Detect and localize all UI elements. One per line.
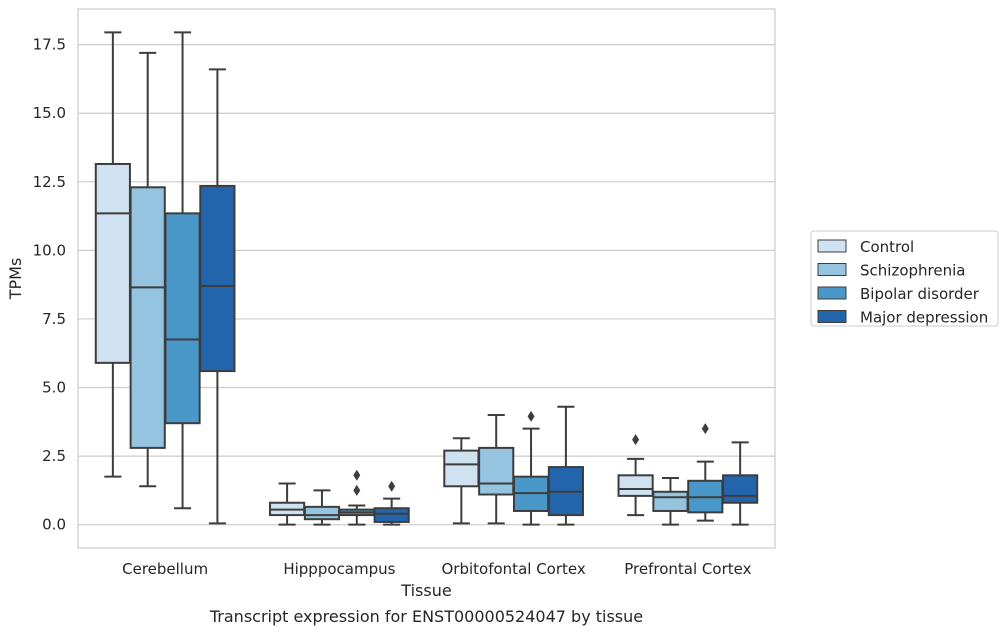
outlier-point bbox=[701, 423, 709, 435]
box-bipolar-disorder bbox=[512, 410, 550, 526]
y-tick-label: 12.5 bbox=[33, 173, 66, 191]
box-major-depression bbox=[547, 405, 584, 526]
box-bipolar-disorder bbox=[687, 423, 724, 522]
box-bipolar-disorder bbox=[338, 469, 375, 526]
box-iqr bbox=[164, 212, 201, 425]
y-tick-label: 0.0 bbox=[42, 516, 66, 534]
box-schizophrenia bbox=[652, 477, 689, 526]
box-control bbox=[94, 31, 131, 478]
box-schizophrenia bbox=[478, 413, 515, 525]
box-iqr bbox=[129, 186, 166, 449]
legend-swatch bbox=[817, 239, 847, 253]
x-tick-label: Prefrontal Cortex bbox=[624, 560, 751, 578]
legend-frame bbox=[810, 230, 999, 327]
outlier-point bbox=[632, 434, 640, 446]
legend-swatch bbox=[817, 263, 847, 276]
y-tick-label: 10.0 bbox=[33, 241, 66, 259]
box-iqr bbox=[373, 507, 410, 523]
box-iqr bbox=[617, 474, 654, 497]
box-iqr bbox=[443, 449, 480, 488]
legend-label: Control bbox=[860, 238, 914, 256]
box-iqr bbox=[94, 162, 131, 364]
y-ticks: 0.0 2.5 5.0 7.5 10.0 12.5 15.0 17.5 bbox=[33, 36, 66, 534]
y-tick-label: 2.5 bbox=[42, 447, 66, 465]
box-iqr bbox=[652, 490, 689, 512]
legend-swatch bbox=[817, 310, 847, 323]
box-bipolar-disorder bbox=[164, 31, 201, 510]
y-tick-label: 5.0 bbox=[42, 379, 66, 397]
box-major-depression bbox=[722, 441, 759, 526]
box-control bbox=[269, 482, 306, 526]
y-tick-label: 15.0 bbox=[33, 104, 66, 122]
y-tick-label: 17.5 bbox=[33, 36, 66, 54]
legend-label: Major depression bbox=[860, 309, 988, 327]
box-iqr bbox=[478, 446, 515, 496]
legend-label: Schizophrenia bbox=[860, 262, 965, 280]
box-control bbox=[443, 437, 480, 525]
box-layer bbox=[94, 31, 759, 526]
outlier-point bbox=[353, 484, 361, 496]
box-schizophrenia bbox=[303, 489, 341, 526]
y-axis-label: TPMs bbox=[6, 258, 25, 301]
box-control bbox=[617, 434, 654, 517]
outlier-point bbox=[388, 480, 396, 492]
x-axis-label: Tissue bbox=[400, 581, 451, 600]
box-major-depression bbox=[373, 480, 410, 526]
outlier-point bbox=[353, 469, 361, 481]
box-schizophrenia bbox=[129, 51, 166, 488]
box-iqr bbox=[199, 184, 236, 373]
x-tick-label: Cerebellum bbox=[122, 560, 208, 578]
legend: Control Schizophrenia Bipolar disorder Majo… bbox=[810, 230, 999, 327]
x-tick-label: Orbitofontal Cortex bbox=[442, 560, 586, 578]
legend-label: Bipolar disorder bbox=[860, 285, 980, 303]
chart-caption: Transcript expression for ENST0000052404… bbox=[209, 607, 643, 626]
x-ticks: Cerebellum Hipppocampus Orbitofontal Corte… bbox=[122, 560, 751, 578]
box-major-depression bbox=[199, 68, 236, 525]
legend-swatch bbox=[817, 286, 847, 300]
outlier-point bbox=[527, 410, 535, 422]
box-iqr bbox=[722, 474, 759, 504]
plot-frame bbox=[77, 8, 776, 549]
y-tick-label: 7.5 bbox=[42, 310, 66, 328]
box-iqr bbox=[303, 505, 341, 521]
x-tick-label: Hipppocampus bbox=[283, 560, 395, 578]
